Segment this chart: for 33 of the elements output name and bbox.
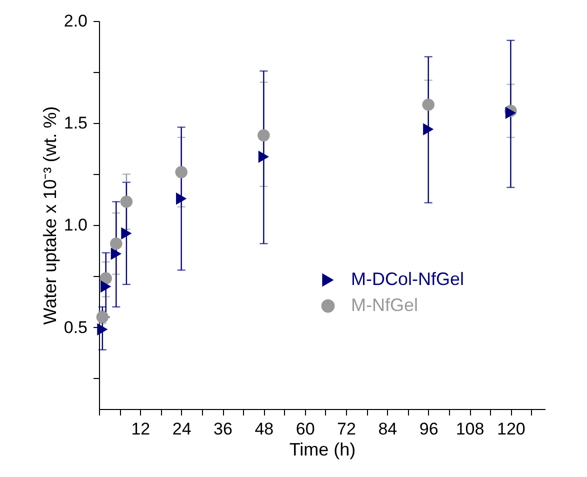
x-tick-label: 36 [214,420,232,438]
x-tick-label: 12 [131,420,150,438]
point [176,192,187,205]
y-tick-label: 1.0 [64,216,88,235]
x-tick-label: 60 [296,420,315,438]
point [423,123,434,136]
point [110,248,122,260]
point [175,166,188,178]
x-tick-label: 72 [337,420,356,438]
point [97,323,108,336]
point [505,106,516,120]
point [121,227,132,240]
y-tick-label: 2.0 [64,12,88,30]
y-axis-title: Water uptake x 10⁻³ (wt. %) [40,106,60,325]
point [100,272,112,284]
x-tick-label: 108 [456,420,484,438]
y-tick-label: 1.5 [64,114,88,133]
x-tick-label: 96 [419,420,438,438]
x-tick-label: 120 [497,420,526,438]
point [258,150,269,163]
x-axis-title: Time (h) [289,440,356,460]
point [100,280,112,293]
point [258,129,270,142]
x-tick-label: 84 [378,420,398,438]
legend-label: M-NfGel [351,295,418,315]
point [110,237,122,250]
point [422,98,434,111]
x-tick-label: 48 [254,420,274,438]
legend-label: M-DCol-NfGel [351,269,464,289]
x-tick-label: 24 [172,420,192,438]
y-tick-label: 0.5 [64,318,88,337]
point [120,196,133,208]
point [96,310,109,324]
